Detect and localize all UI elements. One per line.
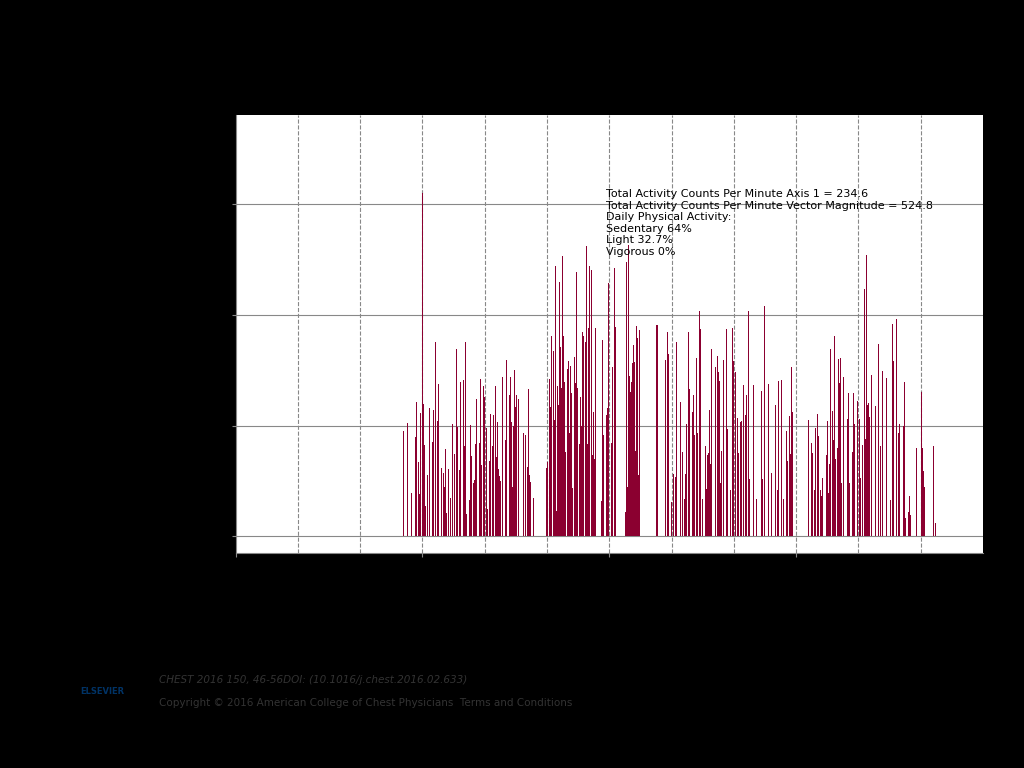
Text: Copyright © 2016 American College of Chest Physicians  Terms and Conditions: Copyright © 2016 American College of Che… <box>159 697 572 708</box>
X-axis label: Time: Time <box>590 581 629 594</box>
Text: ELSEVIER: ELSEVIER <box>80 687 125 696</box>
Text: Figure 3: Figure 3 <box>476 45 548 63</box>
Text: CHEST 2016 150, 46-56DOI: (10.1016/j.chest.2016.02.633): CHEST 2016 150, 46-56DOI: (10.1016/j.che… <box>159 674 467 685</box>
Text: Total Activity Counts Per Minute Axis 1 = 234.6
Total Activity Counts Per Minute: Total Activity Counts Per Minute Axis 1 … <box>606 189 933 257</box>
Y-axis label: Activity Counts: Activity Counts <box>142 282 157 386</box>
